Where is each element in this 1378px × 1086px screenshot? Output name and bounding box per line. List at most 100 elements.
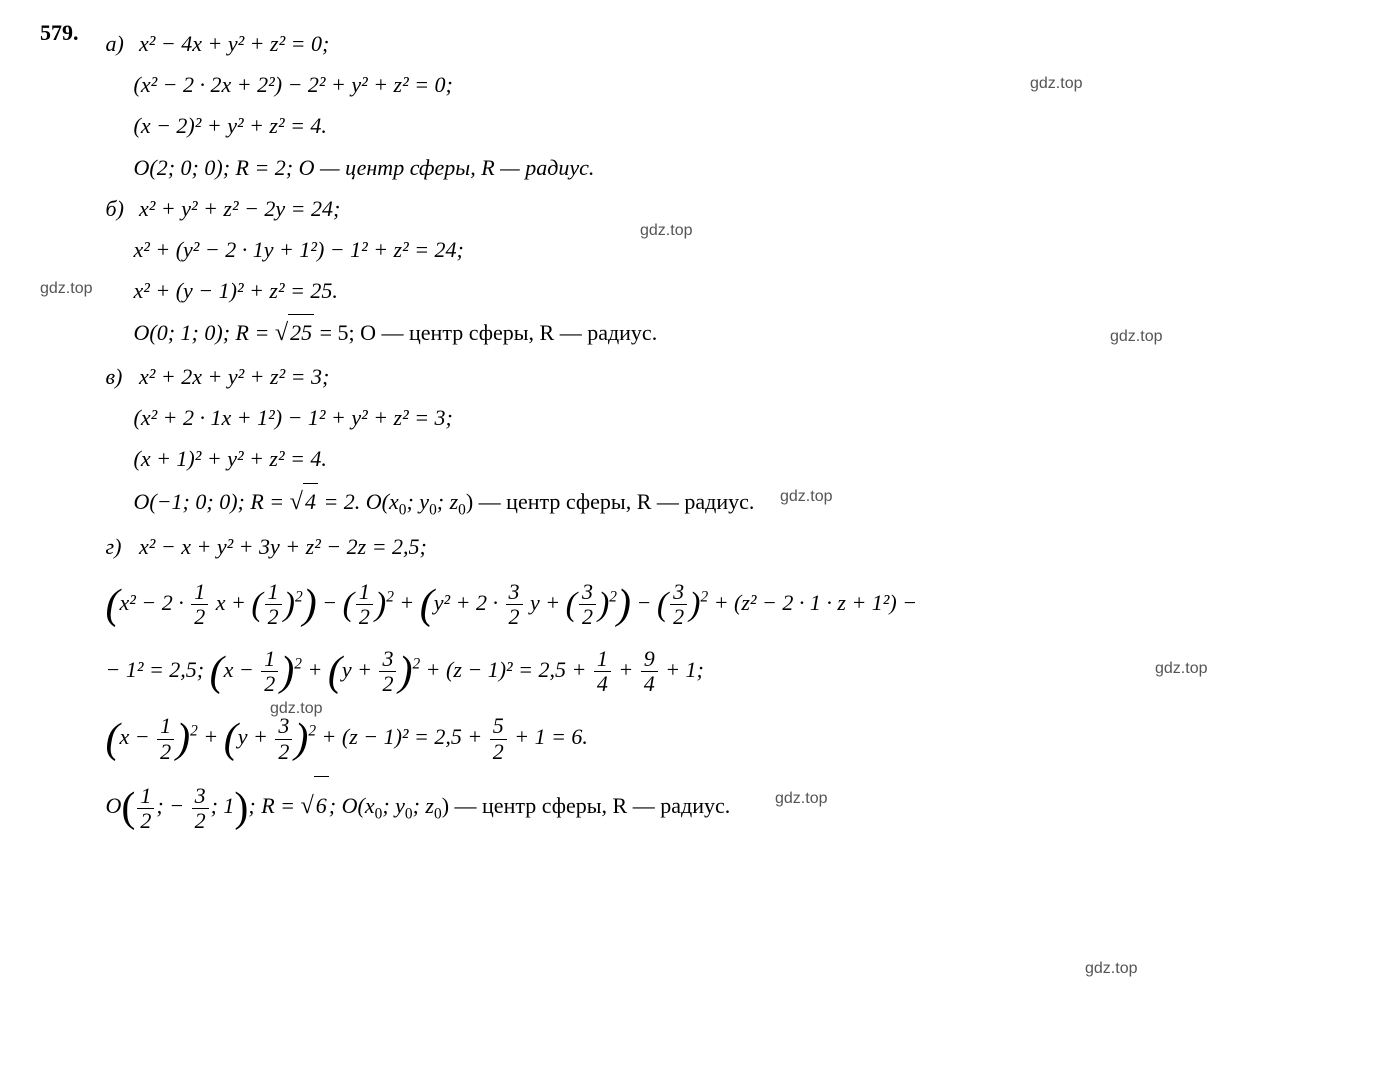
math-text: ; O(x [329,793,375,818]
math-text: + [394,590,420,615]
watermark: gdz.top [780,488,832,506]
paren-icon: ( [251,586,262,623]
math-text: O(2; 0; 0); R = 2; O — центр сферы, R — … [134,155,595,180]
part-a-line4: O(2; 0; 0); R = 2; O — центр сферы, R — … [134,150,1306,185]
math-text: ) — центр сферы, R — радиус. [442,793,731,818]
watermark: gdz.top [1030,75,1082,93]
math-text: + (z − 1)² = 2,5 + [420,657,592,682]
part-d-line2: (x² − 2 · 12 x + (12)2) − (12)2 + (y² + … [106,574,1306,631]
math-text: ) — центр сферы, R — радиус. [466,489,755,514]
math-text: + [198,724,224,749]
math-text: ; y [406,489,429,514]
superscript: 2 [412,656,420,673]
paren-icon: ) [176,716,190,762]
subscript: 0 [434,806,442,823]
math-text: + (z − 1)² = 2,5 + [316,724,488,749]
paren-icon: ) [303,582,317,628]
part-b-line1: б) x² + y² + z² − 2y = 24; [106,191,1306,226]
paren-icon: ) [234,785,248,831]
paren-icon: ) [617,582,631,628]
math-text: O(0; 1; 0); R = [134,320,275,345]
math-text: x + [210,590,251,615]
math-text: ; z [437,489,458,514]
problem-body: а) x² − 4x + y² + z² = 0; (x² − 2 · 2x +… [106,20,1306,848]
paren-icon: ( [106,716,120,762]
watermark: gdz.top [40,280,92,298]
paren-icon: ( [328,649,342,695]
paren-icon: ( [343,586,354,623]
watermark: gdz.top [640,222,692,240]
math-text: x² − 2 · [120,590,190,615]
fraction: 14 [594,647,611,696]
paren-icon: ( [566,586,577,623]
part-d-line3: − 1² = 2,5; (x − 12)2 + (y + 32)2 + (z −… [106,641,1306,698]
subscript: 0 [458,501,466,518]
paren-icon: ) [294,716,308,762]
sqrt-arg: 25 [288,314,314,350]
part-b-line2: x² + (y² − 2 · 1y + 1²) − 1² + z² = 24; [134,232,1306,267]
part-c-line3: (x + 1)² + y² + z² = 4. [134,441,1306,476]
paren-icon: ( [106,582,120,628]
fraction: 12 [157,714,174,763]
fraction: 32 [579,580,596,629]
math-text: O [106,793,122,818]
math-text: ; − [156,793,189,818]
math-text: x² + 2x + y² + z² = 3; [139,364,329,389]
fraction: 12 [356,580,373,629]
superscript: 2 [386,588,394,605]
fraction: 52 [490,714,507,763]
math-text: x − [120,724,156,749]
math-text: − [317,590,343,615]
sqrt-icon: √ [301,792,314,819]
math-text: = 5; O — центр сферы, R — радиус. [314,320,657,345]
fraction: 12 [265,580,282,629]
math-text: x − [224,657,260,682]
paren-icon: ) [284,586,295,623]
fraction: 32 [670,580,687,629]
part-a-line3: (x − 2)² + y² + z² = 4. [134,108,1306,143]
math-text: + 1; [660,657,704,682]
math-text: ; R = [248,793,300,818]
math-text: + 1 = 6. [509,724,588,749]
part-a-label: а) [106,26,134,61]
part-a-line2: (x² − 2 · 2x + 2²) − 2² + y² + z² = 0; [134,67,1306,102]
math-text: − 1² = 2,5; [106,657,210,682]
paren-icon: ) [398,649,412,695]
math-text: ; 1 [211,793,235,818]
paren-icon: ) [375,586,386,623]
math-text: y² + 2 · [434,590,504,615]
watermark: gdz.top [775,790,827,808]
fraction: 12 [261,647,278,696]
fraction: 94 [641,647,658,696]
fraction: 32 [275,714,292,763]
part-b-label: б) [106,191,134,226]
paren-icon: ) [689,586,700,623]
math-text: x² − x + y² + 3y + z² − 2z = 2,5; [139,534,427,559]
math-text: y + [525,590,566,615]
part-d-line1: г) x² − x + y² + 3y + z² − 2z = 2,5; [106,529,1306,564]
math-text: x² + y² + z² − 2y = 24; [139,196,340,221]
fraction: 12 [137,784,154,833]
sqrt-icon: √ [290,488,303,515]
sqrt-icon: √ [275,319,288,346]
part-d-label: г) [106,529,134,564]
part-c-line1: в) x² + 2x + y² + z² = 3; [106,359,1306,394]
math-text: ; y [382,793,405,818]
part-b-line3: x² + (y − 1)² + z² = 25. [134,273,1306,308]
watermark: gdz.top [1110,328,1162,346]
watermark: gdz.top [1155,660,1207,678]
fraction: 32 [506,580,523,629]
paren-icon: ( [657,586,668,623]
subscript: 0 [429,501,437,518]
paren-icon: ) [598,586,609,623]
part-c-label: в) [106,359,134,394]
superscript: 2 [308,723,316,740]
problem-number: 579. [40,20,100,46]
math-text: y + [238,724,274,749]
part-d-line4: (x − 12)2 + (y + 32)2 + (z − 1)² = 2,5 +… [106,708,1306,765]
math-text: ; z [413,793,434,818]
math-text: + [302,657,328,682]
math-text: + (z² − 2 · 1 · z + 1²) − [708,590,917,615]
paren-icon: ( [210,649,224,695]
superscript: 2 [295,588,303,605]
